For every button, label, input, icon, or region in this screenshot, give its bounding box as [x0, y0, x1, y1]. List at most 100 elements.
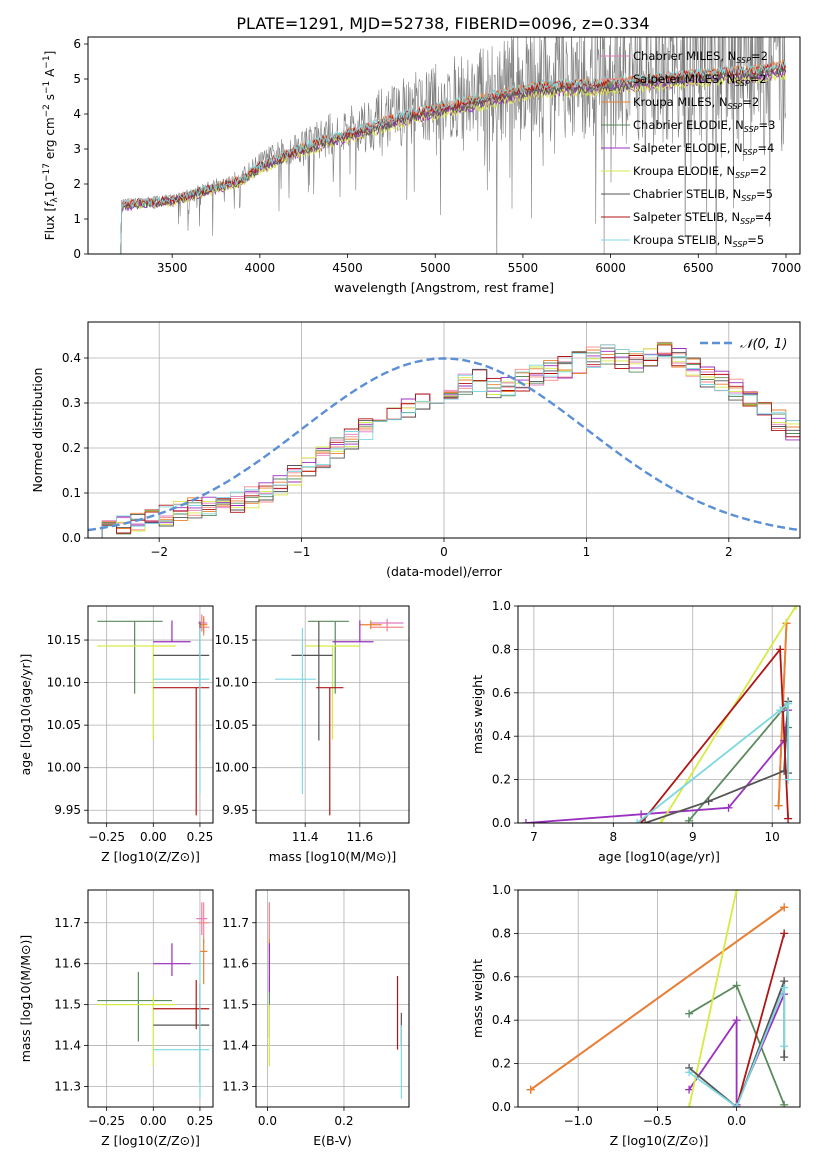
y-tick-label: 0.0	[492, 816, 511, 830]
y-tick-label: 0.0	[62, 531, 81, 545]
weight-lines	[521, 606, 800, 823]
legend-subscript: SSP	[743, 148, 758, 157]
y-tick-label: 10.05	[47, 718, 81, 732]
y-tick-label: 10.15	[47, 633, 81, 647]
x-tick-label: 5000	[420, 261, 451, 275]
legend-ssp-count: =2	[750, 164, 767, 178]
x-tick-label: −0.5	[643, 1114, 672, 1128]
y-axis-label: mass weight	[470, 959, 485, 1038]
legend-label: Salpeter MILES, NSSP=2	[633, 72, 767, 88]
y-tick-label: 3	[73, 142, 81, 156]
weight-line	[530, 906, 785, 1091]
legend-label: Salpeter ELODIE, NSSP=4	[633, 141, 774, 157]
weight_vs_z-panel: −1.0 −0.5 0.0 0.0 0.2 0.4 0.6 0.8 1.0 Z [log10(Z/…	[470, 883, 801, 1148]
legend-ssp-count: =4	[757, 141, 774, 155]
x-tick-label: 0.2	[334, 1114, 353, 1128]
legend-series-name: Salpeter ELODIE, N	[633, 141, 743, 155]
y-tick-label: 0.1	[62, 486, 81, 500]
x-tick-label: 4500	[332, 261, 363, 275]
legend-subscript: SSP	[741, 194, 756, 203]
x-tick-label: 11.4	[292, 830, 319, 844]
y-tick-label: 4	[73, 107, 81, 121]
x-tick-label: −0.25	[88, 1114, 125, 1128]
histograms	[88, 341, 800, 538]
x-axis-label: age [log10(age/yr)]	[598, 849, 720, 864]
x-tick-label: 6000	[595, 261, 626, 275]
normal-curve	[88, 357, 798, 532]
y-axis-label-part: −17	[42, 163, 52, 182]
legend-series-name: Kroupa ELODIE, N	[633, 164, 735, 178]
x-tick-label: 11.6	[346, 830, 373, 844]
x-tick-label: 3500	[157, 261, 188, 275]
axes-frame	[87, 605, 214, 824]
y-axis-label-part: Flux [	[43, 207, 57, 240]
y-tick-label: 11.7	[54, 916, 81, 930]
x-tick-label: 5500	[508, 261, 539, 275]
y-tick-label: 10.05	[215, 718, 249, 732]
y-tick-label: 0.2	[62, 441, 81, 455]
y-tick-label: 0.6	[492, 686, 511, 700]
y-tick-label: 10.10	[215, 676, 249, 690]
x-tick-label: 0.00	[140, 830, 167, 844]
x-axis-label: (data-model)/error	[386, 564, 503, 579]
y-tick-label: 6	[73, 37, 81, 51]
y-tick-label: 0	[73, 247, 81, 261]
y-tick-label: 0.4	[62, 351, 81, 365]
y-axis-label-part: −1	[42, 55, 52, 68]
y-tick-label: 1.0	[492, 599, 511, 613]
legend-subscript: SSP	[736, 56, 751, 65]
legend-series-name: Chabrier ELODIE, N	[633, 118, 744, 132]
y-axis-label-part: ]	[43, 51, 57, 56]
weight-line	[688, 890, 738, 1107]
weight-line	[636, 701, 789, 823]
y-axis-label-part: f	[43, 201, 57, 207]
y-axis-label: mass weight	[470, 675, 485, 754]
x-axis-label: Z [log10(Z/Z⊙)]	[610, 1133, 709, 1148]
y-axis-label: Flux [fλ10−17 erg cm−2 s−1 A−1]	[42, 51, 60, 241]
y-tick-label: 2	[73, 177, 81, 191]
x-tick-label: −0.25	[88, 830, 125, 844]
x-tick-label: −1.0	[564, 1114, 593, 1128]
weight-line	[735, 933, 786, 1107]
legend-ssp-count: =2	[751, 49, 768, 63]
mass_vs_ebv-panel: 0.0 0.2 11.3 11.4 11.5 11.6 11.7 E(B-V)	[222, 889, 410, 1148]
legend-label: 𝒩(0, 1)	[740, 337, 787, 352]
weight-line	[525, 710, 789, 823]
x-tick-label: −1	[293, 545, 311, 559]
legend-series-name: Kroupa MILES, N	[633, 95, 728, 109]
legend-label: Kroupa STELIB, NSSP=5	[633, 233, 764, 249]
legend-label: Kroupa ELODIE, NSSP=2	[633, 164, 767, 180]
y-tick-label: 11.3	[222, 1080, 249, 1094]
y-tick-label: 11.7	[222, 916, 249, 930]
y-tick-label: 0.6	[492, 970, 511, 984]
x-tick-label: 1	[583, 545, 591, 559]
y-tick-label: 11.4	[54, 1039, 81, 1053]
y-tick-label: 1.0	[492, 883, 511, 897]
y-tick-label: 11.6	[222, 957, 249, 971]
axes-frame	[87, 36, 801, 255]
y-tick-label: 11.3	[54, 1080, 81, 1094]
axes-frame	[517, 889, 801, 1108]
y-axis-label-part: −1	[42, 81, 52, 94]
legend-subscript: SSP	[735, 171, 750, 180]
weight-line	[688, 987, 786, 1107]
legend-series-name: Chabrier MILES, N	[633, 49, 736, 63]
y-tick-label: 10.00	[47, 761, 81, 775]
y-tick-label: 0.4	[492, 1013, 511, 1027]
y-tick-label: 0.0	[492, 1100, 511, 1114]
legend-series-name: Salpeter MILES, N	[633, 72, 735, 86]
legend-subscript: SSP	[735, 79, 750, 88]
age_vs_z-panel: −0.25 0.00 0.25 9.95 10.00 10.05 10.10 10.15 Z […	[18, 605, 214, 864]
y-tick-label: 10.10	[47, 676, 81, 690]
axes-frame	[87, 889, 214, 1108]
x-tick-label: 0.25	[187, 830, 214, 844]
x-tick-label: 10	[765, 830, 780, 844]
legend-series-name: Chabrier STELIB, N	[633, 187, 741, 201]
x-axis-label: Z [log10(Z/Z⊙)]	[101, 1133, 200, 1148]
x-axis-label: mass [log10(M/M⊙)]	[269, 849, 397, 864]
y-axis-label-part: erg cm	[43, 117, 57, 163]
x-tick-label: 0	[440, 545, 448, 559]
y-tick-label: 11.5	[54, 998, 81, 1012]
legend-ssp-count: =2	[750, 72, 767, 86]
